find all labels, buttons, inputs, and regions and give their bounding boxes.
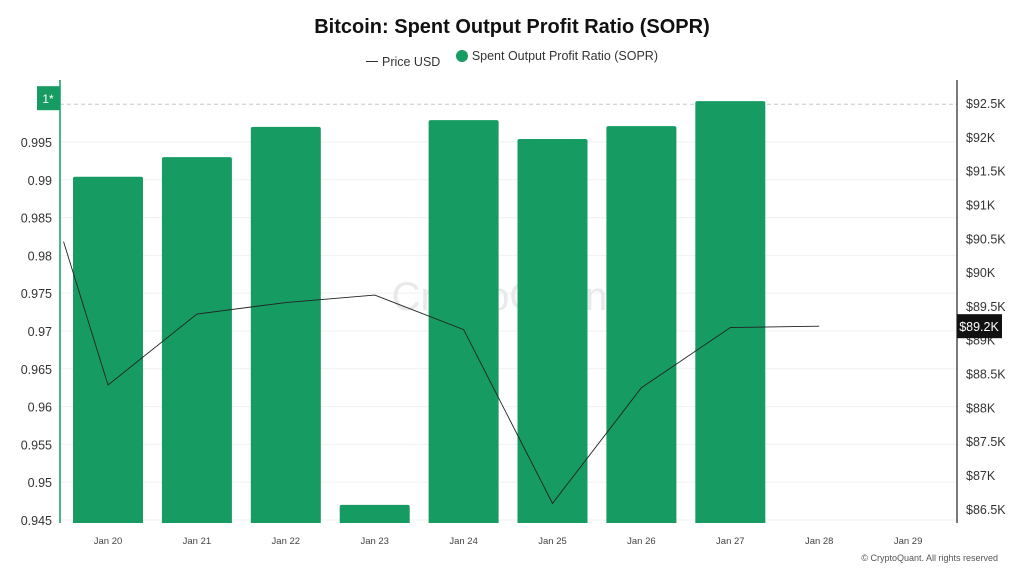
right-tick-label: $90K: [966, 266, 996, 280]
sopr-bar: [606, 126, 677, 524]
reference-label: 1*: [42, 92, 54, 106]
sopr-bar: [73, 176, 144, 523]
sopr-bar: [695, 101, 766, 523]
left-tick-label: 0.955: [21, 438, 52, 452]
legend: Price USD Spent Output Profit Ratio (SOP…: [0, 49, 1024, 69]
x-tick-label: Jan 28: [805, 536, 834, 547]
current-price-badge: [957, 314, 1002, 339]
x-tick-label: Jan 21: [183, 536, 212, 547]
current-price-label: $89.2K: [959, 320, 999, 334]
left-tick-label: 0.95: [28, 476, 52, 490]
left-tick-label: 0.98: [28, 249, 52, 263]
x-tick-label: Jan 24: [449, 536, 478, 547]
price-line: [63, 241, 820, 505]
left-tick-label: 0.945: [21, 514, 52, 528]
x-tick-label: Jan 26: [627, 536, 656, 547]
left-tick-label: 0.97: [28, 325, 52, 339]
right-tick-label: $91K: [966, 198, 996, 212]
dot-swatch-icon: [455, 50, 468, 62]
x-tick-label: Jan 29: [894, 536, 923, 547]
sopr-bar: [161, 157, 232, 523]
legend-label: Price USD: [381, 54, 441, 69]
right-tick-label: $87.5K: [966, 435, 1006, 449]
legend-item-price[interactable]: Price USD: [365, 54, 441, 69]
chart-title: Bitcoin: Spent Output Profit Ratio (SOPR…: [314, 16, 710, 38]
right-tick-label: $92.5K: [966, 97, 1006, 111]
legend-item-sopr[interactable]: Spent Output Profit Ratio (SOPR): [455, 49, 659, 63]
left-tick-label: 0.975: [21, 287, 52, 301]
right-tick-label: $89.5K: [966, 300, 1006, 314]
sopr-bar: [339, 504, 410, 523]
legend-label: Spent Output Profit Ratio (SOPR): [471, 49, 659, 63]
right-tick-label: $86.5K: [966, 503, 1006, 517]
x-tick-label: Jan 22: [272, 536, 301, 547]
left-tick-label: 0.99: [28, 174, 52, 188]
sopr-bar: [517, 138, 588, 523]
line-swatch-icon: [365, 61, 378, 62]
x-tick-label: Jan 27: [716, 536, 745, 547]
right-tick-label: $91.5K: [966, 165, 1006, 179]
left-tick-label: 0.985: [21, 212, 52, 226]
copyright-footer: © CryptoQuant. All rights reserved: [861, 553, 998, 563]
x-tick-label: Jan 23: [360, 536, 389, 547]
right-tick-label: $87K: [966, 469, 996, 483]
sopr-bar: [250, 126, 321, 524]
right-tick-label: $88K: [966, 401, 996, 415]
x-tick-label: Jan 20: [94, 536, 123, 547]
right-tick-label: $90.5K: [966, 232, 1006, 246]
left-tick-label: 0.965: [21, 363, 52, 377]
right-tick-label: $88.5K: [966, 368, 1006, 382]
right-tick-label: $92K: [966, 131, 996, 145]
sopr-bar: [428, 120, 499, 523]
x-tick-label: Jan 25: [538, 536, 567, 547]
left-tick-label: 0.96: [28, 401, 52, 415]
reference-badge: [37, 86, 60, 111]
left-tick-label: 0.995: [21, 136, 52, 150]
